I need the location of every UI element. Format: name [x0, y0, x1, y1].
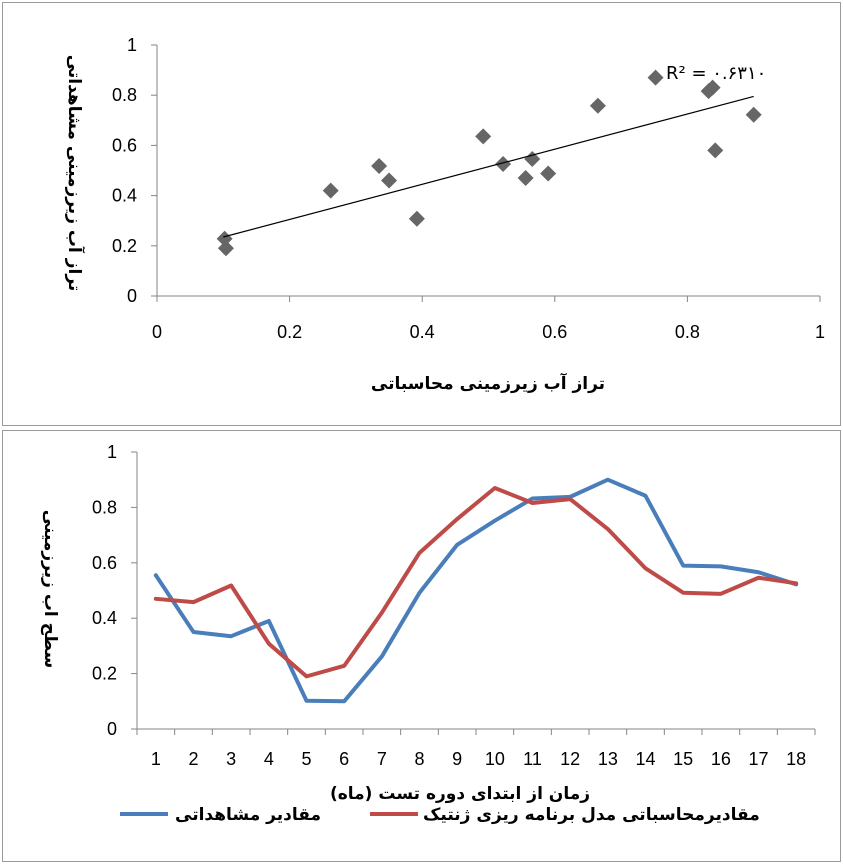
line-chart-panel: 0 0.2 0.4 0.6 0.8 1 1 2 3 4 5 6 7 8 9 10 11 12 13 14 15 16 17 1… [2, 430, 841, 862]
scatter-y-tick-label: 0.4 [112, 186, 137, 206]
scatter-point [517, 170, 534, 187]
line-y-tick-label: 1 [107, 442, 117, 462]
line-x-tick-label: 8 [414, 749, 424, 769]
scatter-y-tick-label: 0.6 [112, 135, 137, 155]
line-x-axis-title: زمان از ابتدای دوره تست (ماه) [330, 784, 590, 804]
line-x-tick-label: 5 [301, 749, 311, 769]
line-series [153, 477, 799, 704]
scatter-x-tick-label: 0.6 [542, 322, 567, 342]
line-y-tick-label: 0.8 [92, 497, 117, 517]
scatter-chart: 0 0.2 0.4 0.6 0.8 1 0 0.2 0.4 0.6 0.8 1 R² = ۰.۶۳۱۰… [64, 35, 825, 394]
line-y-axis-title: سطح اب زیرزمینی [40, 510, 60, 668]
line-x-tick-label: 2 [188, 749, 198, 769]
series-line-observed [153, 477, 799, 704]
scatter-x-tick-label: 0 [152, 322, 162, 342]
scatter-point [495, 155, 512, 172]
scatter-y-tick-label: 0.2 [112, 236, 137, 256]
line-x-tick-label: 6 [339, 749, 349, 769]
scatter-point [371, 157, 388, 174]
scatter-point [707, 142, 724, 159]
line-y-tick-label: 0.6 [92, 553, 117, 573]
series-line-computed [153, 486, 799, 679]
trendline [223, 95, 754, 238]
scatter-x-tick-label: 1 [815, 322, 825, 342]
scatter-x-axis-title: تراز آب زیرزمینی محاسباتی [371, 372, 605, 394]
scatter-point [704, 79, 721, 96]
scatter-x-tick-label: 0.2 [277, 322, 302, 342]
scatter-point [322, 182, 339, 199]
line-x-tick-label: 7 [377, 749, 387, 769]
scatter-point [217, 240, 234, 257]
line-x-tick-label: 18 [786, 749, 806, 769]
scatter-point [589, 97, 606, 114]
trendline-r2-label: R² = ۰.۶۳۱۰ [666, 63, 766, 84]
line-y-tick-label: 0.2 [92, 664, 117, 684]
line-x-tick-label: 11 [523, 749, 542, 769]
scatter-y-tick-label: 0.8 [112, 85, 137, 105]
line-x-tick-label: 1 [151, 749, 161, 769]
scatter-y-tick-label: 1 [127, 35, 137, 55]
scatter-point [647, 69, 664, 86]
scatter-axes: 0 0.2 0.4 0.6 0.8 1 0 0.2 0.4 0.6 0.8 1 [112, 35, 825, 342]
line-x-tick-label: 4 [264, 749, 274, 769]
scatter-y-tick-label: 0 [127, 286, 137, 306]
scatter-points [216, 69, 762, 257]
scatter-point [381, 172, 398, 189]
line-y-tick-label: 0 [107, 719, 117, 739]
scatter-y-axis-title: تراز آب زیرزمینی مشاهداتی [64, 55, 86, 292]
line-y-tick-label: 0.4 [92, 608, 117, 628]
line-x-tick-label: 10 [485, 749, 505, 769]
scatter-point [475, 128, 492, 145]
line-x-tick-label: 16 [711, 749, 731, 769]
line-axes: 00.20.40.60.811 2 3 4 5 6 7 8 9 10 11 12 13 14 15 16 17 1… [92, 442, 816, 769]
legend: مقادیر مشاهداتی مقادیرمحاسباتی مدل برنام… [120, 805, 760, 825]
scatter-point [524, 150, 541, 167]
scatter-point [216, 230, 233, 247]
legend-label-computed: مقادیرمحاسباتی مدل برنامه ریزی ژنتیک [423, 805, 760, 825]
line-chart: 00.20.40.60.811 2 3 4 5 6 7 8 9 10 11 12 13 14 15 16 17 1… [40, 442, 816, 825]
line-x-tick-label: 15 [673, 749, 693, 769]
line-x-tick-label: 12 [560, 749, 580, 769]
line-x-tick-label: 14 [635, 749, 655, 769]
line-x-tick-label: 13 [598, 749, 618, 769]
scatter-point [745, 106, 762, 123]
scatter-point [540, 165, 557, 182]
scatter-point [408, 210, 425, 227]
scatter-x-tick-label: 0.4 [410, 322, 435, 342]
line-x-tick-label: 9 [452, 749, 462, 769]
line-x-tick-label: 3 [226, 749, 236, 769]
legend-label-observed: مقادیر مشاهداتی [175, 805, 321, 825]
scatter-chart-panel: 0 0.2 0.4 0.6 0.8 1 0 0.2 0.4 0.6 0.8 1 R² = ۰.۶۳۱۰… [2, 2, 841, 426]
scatter-trendline [223, 95, 754, 238]
line-x-tick-label: 17 [748, 749, 768, 769]
scatter-x-tick-label: 0.8 [675, 322, 700, 342]
